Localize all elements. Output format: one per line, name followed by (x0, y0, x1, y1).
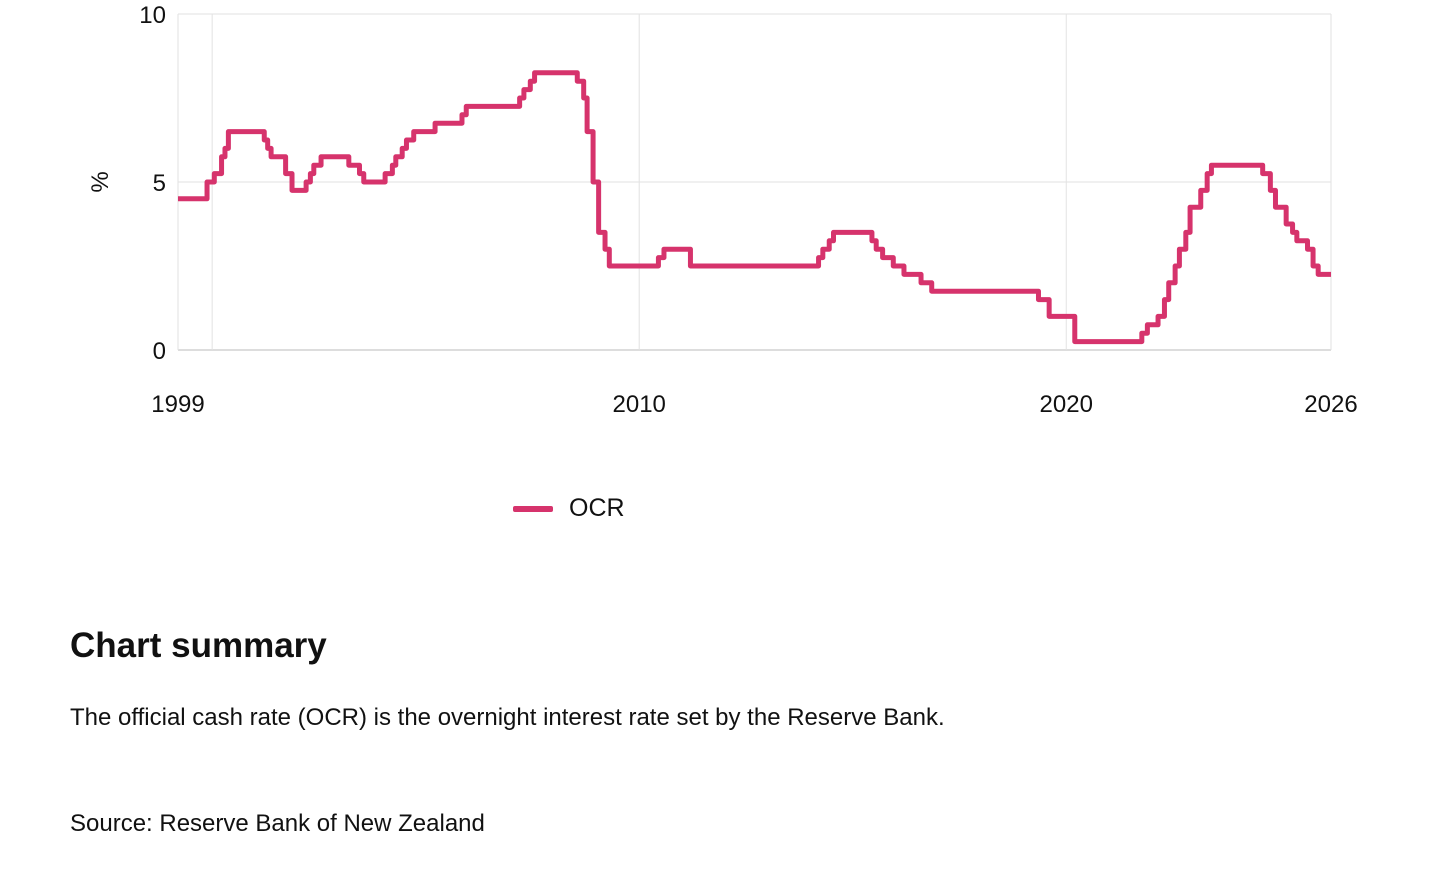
y-axis: 0 5 10 (139, 2, 166, 365)
y-tick-label: 0 (153, 338, 166, 365)
grid (177, 13, 1332, 351)
legend-label: OCR (569, 494, 625, 522)
series-line-ocr (178, 70, 1331, 345)
x-tick-label: 2020 (1040, 391, 1093, 418)
x-axis: 1999 2010 2020 2026 (151, 391, 1357, 418)
source-text: Source: Reserve Bank of New Zealand (70, 810, 485, 837)
x-tick-label: 1999 (151, 391, 204, 418)
y-tick-label: 5 (153, 170, 166, 197)
y-tick-label: 10 (139, 2, 166, 29)
x-tick-label: 2010 (613, 391, 666, 418)
x-tick-label: 2026 (1304, 391, 1357, 418)
ocr-chart: 0 5 10 1999 2010 2020 2026 % (87, 2, 1358, 418)
summary-heading: Chart summary (70, 626, 327, 665)
legend-swatch-ocr (513, 505, 553, 512)
legend: OCR (513, 494, 625, 523)
summary-text: The official cash rate (OCR) is the over… (70, 704, 945, 731)
y-axis-label: % (87, 171, 114, 192)
